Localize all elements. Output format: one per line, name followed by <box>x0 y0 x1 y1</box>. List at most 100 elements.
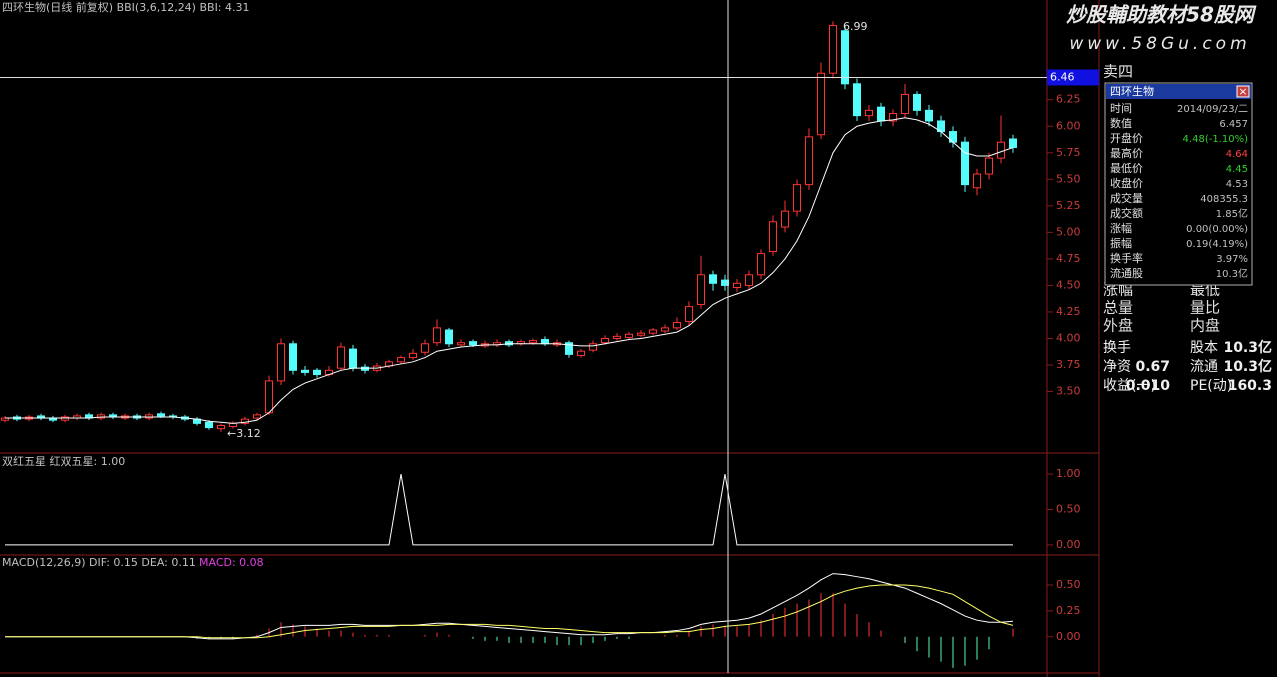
candle-body <box>565 342 573 355</box>
candle-body <box>469 341 477 346</box>
popup-label: 数值 <box>1110 117 1132 130</box>
panel-title: 四环生物(日线 前复权) BBI(3,6,12,24) BBI: 4.31 <box>2 0 250 14</box>
candle-body <box>973 173 981 189</box>
candle-body <box>277 343 285 382</box>
candle-body <box>577 350 585 356</box>
candle-body <box>337 346 345 369</box>
quote-stat: 10.3亿 <box>1223 358 1272 375</box>
popup-label: 涨幅 <box>1110 222 1132 235</box>
candle-body <box>253 414 261 419</box>
candle-body <box>817 72 825 136</box>
watermark-url: www.58Gu.com <box>1069 34 1250 54</box>
candle-body <box>637 332 645 336</box>
popup-titlebar <box>1106 84 1251 99</box>
candle-body <box>625 333 633 338</box>
popup-close-label[interactable]: × <box>1238 85 1247 98</box>
candle-body <box>841 30 849 85</box>
series-line <box>5 584 1014 639</box>
candle-body <box>529 340 537 344</box>
y-tick-label: 3.50 <box>1056 385 1081 398</box>
y-tick-label: 5.50 <box>1056 172 1081 185</box>
popup-label: 最低价 <box>1110 162 1143 175</box>
candle-body <box>877 106 885 122</box>
y-tick-label: 0.00 <box>1056 538 1081 551</box>
popup-value: 6.457 <box>1219 119 1248 130</box>
candle-body <box>865 109 873 117</box>
y-tick-label: 0.50 <box>1056 578 1081 591</box>
quote-stat: PE(动) <box>1190 378 1232 394</box>
quote-stat: 流通 <box>1190 359 1218 375</box>
candle-body <box>709 274 717 284</box>
popup-value: 1.85亿 <box>1216 207 1248 220</box>
quote-stat: 0.67 <box>1135 359 1170 375</box>
candle-body <box>697 274 705 306</box>
quote-stat: 0.010 <box>1126 378 1171 394</box>
popup-value: 2014/09/23/二 <box>1177 104 1248 115</box>
popup-value: 4.64 <box>1226 149 1248 160</box>
candle-body <box>421 343 429 353</box>
candle-body <box>61 416 69 421</box>
y-tick-label: 4.50 <box>1056 278 1081 291</box>
candle-body <box>757 253 765 276</box>
popup-title: 四环生物 <box>1110 84 1154 98</box>
y-tick-label: 3.75 <box>1056 358 1081 371</box>
candle-body <box>433 327 441 344</box>
y-tick-label: 0.50 <box>1056 503 1081 516</box>
popup-value: 0.19(4.19%) <box>1186 239 1248 250</box>
candle-body <box>913 93 921 111</box>
y-tick-label: 4.25 <box>1056 305 1081 318</box>
candle-body <box>901 93 909 115</box>
series-line <box>5 117 1014 424</box>
panel-title: MACD: 0.08 <box>199 556 264 569</box>
popup-label: 最高价 <box>1110 146 1143 160</box>
candle-body <box>781 210 789 228</box>
panel-title: MACD(12,26,9) DIF: 0.15 DEA: 0.11 <box>2 556 196 569</box>
candle-body <box>409 352 417 359</box>
quote-stat: 10.3亿 <box>1223 339 1272 356</box>
candle-body <box>157 413 165 417</box>
quote-label: 外盘 <box>1103 317 1133 335</box>
candle-body <box>97 414 105 419</box>
candle-body <box>961 141 969 186</box>
candle-body <box>361 366 369 371</box>
candle-body <box>745 274 753 286</box>
y-tick-label: 5.00 <box>1056 225 1081 238</box>
popup-label: 流通股 <box>1110 266 1143 280</box>
popup-label: 成交量 <box>1110 191 1143 205</box>
candle-body <box>205 421 213 429</box>
candle-body <box>853 83 861 117</box>
quote-stat: 收益(一) <box>1103 378 1156 394</box>
y-tick-label: 6.25 <box>1056 93 1081 106</box>
quote-stat: 净资 <box>1103 359 1131 375</box>
y-tick-label: 0.25 <box>1056 604 1081 617</box>
candle-body <box>1009 138 1017 148</box>
min-annotation: ←3.12 <box>227 427 261 440</box>
panel-title: 双红五星 红双五星: 1.00 <box>2 455 125 468</box>
popup-label: 成交额 <box>1110 206 1143 220</box>
candle-body <box>769 221 777 252</box>
candle-body <box>265 380 273 414</box>
candle-body <box>889 113 897 122</box>
quote-label: 总量 <box>1103 299 1133 317</box>
y-tick-label: 5.75 <box>1056 146 1081 159</box>
popup-value: 0.00(0.00%) <box>1186 224 1248 235</box>
candle-body <box>445 329 453 345</box>
watermark-title: 炒股輔助教材58股网 <box>1066 3 1257 27</box>
candle-body <box>805 136 813 186</box>
candle-body <box>301 369 309 373</box>
popup-label: 收盘价 <box>1110 176 1143 190</box>
quote-label: 量比 <box>1190 299 1220 317</box>
y-tick-label: 1.00 <box>1056 467 1081 480</box>
candle-body <box>721 279 729 286</box>
y-tick-label: 6.00 <box>1056 119 1081 132</box>
max-annotation: 6.99 <box>843 20 868 33</box>
popup-frame <box>1104 82 1253 286</box>
popup: 四环生物 × 时间 2014/09/23/二数值 6.457 开盘价 4.48(-1.1… <box>1104 82 1253 286</box>
candle-body <box>649 329 657 334</box>
popup-close[interactable] <box>1236 85 1250 98</box>
quote-stat: 股本 <box>1190 340 1218 356</box>
candle-body <box>313 369 321 376</box>
candle-body <box>685 306 693 322</box>
